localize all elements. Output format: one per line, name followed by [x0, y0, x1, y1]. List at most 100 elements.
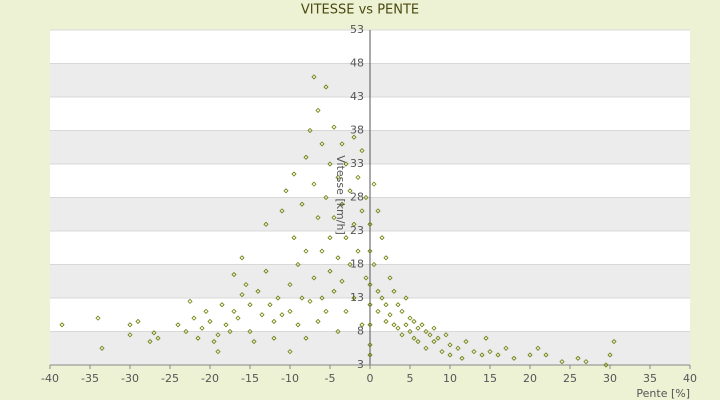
- point: [331, 215, 337, 221]
- point: [275, 295, 281, 301]
- x-tick-label: -40: [41, 372, 59, 385]
- point: [391, 288, 397, 294]
- point: [295, 322, 301, 328]
- point: [227, 328, 233, 335]
- point: [415, 338, 421, 345]
- point: [447, 352, 453, 358]
- point: [175, 322, 181, 328]
- point: [303, 154, 309, 160]
- x-tick-label: 20: [523, 372, 537, 385]
- point: [307, 127, 313, 134]
- point: [307, 298, 313, 304]
- point: [199, 325, 205, 331]
- y-tick-label: 13: [350, 291, 364, 304]
- point: [367, 322, 373, 328]
- point: [235, 315, 241, 321]
- point: [291, 171, 297, 177]
- point: [339, 141, 345, 147]
- point: [371, 181, 377, 187]
- point: [359, 208, 365, 214]
- point: [351, 134, 357, 140]
- point: [367, 342, 373, 348]
- point: [203, 308, 209, 314]
- point: [191, 315, 197, 321]
- point: [259, 312, 265, 318]
- x-tick-label: 40: [683, 372, 697, 385]
- point: [323, 308, 329, 314]
- point: [271, 335, 277, 341]
- chart-title: VITESSE vs PENTE: [301, 3, 419, 18]
- y-tick-label: 28: [350, 191, 364, 204]
- point: [359, 148, 365, 154]
- point: [391, 322, 397, 328]
- point: [479, 352, 485, 358]
- point: [127, 332, 133, 338]
- point: [439, 349, 445, 355]
- point: [247, 302, 253, 308]
- point: [367, 248, 373, 254]
- point: [219, 302, 225, 308]
- point: [399, 308, 405, 314]
- point: [263, 268, 269, 274]
- point: [559, 359, 565, 365]
- point: [339, 201, 345, 207]
- point: [243, 282, 249, 288]
- point: [263, 221, 269, 227]
- point: [419, 322, 425, 328]
- point: [407, 328, 413, 335]
- point: [187, 298, 193, 304]
- y-tick-label: 43: [350, 90, 364, 103]
- y-tick-label: 38: [350, 124, 364, 137]
- point: [339, 278, 345, 284]
- point: [343, 161, 349, 167]
- point: [411, 318, 417, 325]
- point: [223, 322, 229, 328]
- point: [359, 322, 365, 328]
- point: [603, 362, 609, 368]
- point: [155, 335, 161, 341]
- point: [607, 352, 613, 358]
- point: [195, 335, 201, 341]
- point: [299, 295, 305, 301]
- point: [315, 215, 321, 221]
- point: [455, 345, 461, 351]
- point: [207, 318, 213, 325]
- point: [423, 345, 429, 351]
- point: [355, 248, 361, 254]
- y-tick-label: 8: [357, 325, 364, 338]
- point: [335, 174, 341, 180]
- x-tick-label: -20: [201, 372, 219, 385]
- point: [327, 235, 333, 241]
- point: [427, 332, 433, 338]
- point: [239, 292, 245, 298]
- point: [287, 308, 293, 314]
- point: [303, 248, 309, 254]
- point: [271, 318, 277, 325]
- point: [431, 338, 437, 345]
- x-tick-label: 0: [367, 372, 374, 385]
- x-tick-label: -15: [241, 372, 259, 385]
- point: [443, 332, 449, 338]
- point: [343, 235, 349, 241]
- point: [367, 282, 373, 288]
- point: [347, 188, 353, 194]
- point: [247, 328, 253, 335]
- point: [147, 338, 153, 345]
- point: [295, 261, 301, 268]
- x-tick-label: 25: [563, 372, 577, 385]
- point: [487, 349, 493, 355]
- point: [351, 221, 357, 227]
- point: [483, 335, 489, 341]
- point: [319, 141, 325, 147]
- point: [255, 288, 261, 294]
- point: [335, 255, 341, 261]
- point: [231, 271, 237, 278]
- x-tick-label: 30: [603, 372, 617, 385]
- point: [387, 312, 393, 318]
- point: [403, 295, 409, 301]
- point: [503, 345, 509, 351]
- point: [583, 359, 589, 365]
- point: [135, 318, 141, 325]
- point: [383, 302, 389, 308]
- y-tick-label: 33: [350, 157, 364, 170]
